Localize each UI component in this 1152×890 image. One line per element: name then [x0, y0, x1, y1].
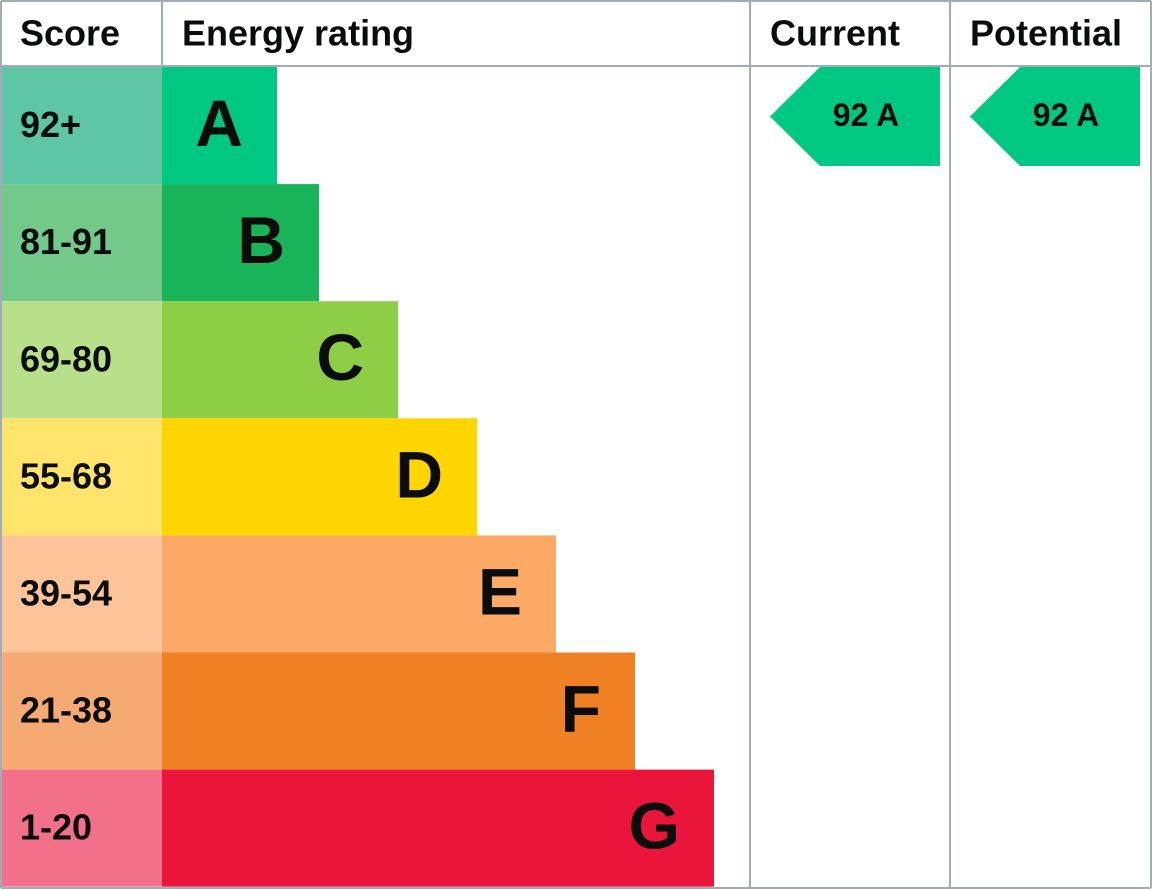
score-cell: [1, 67, 162, 185]
rating-letter: A: [195, 86, 243, 160]
score-range: 81-91: [20, 221, 112, 262]
rating-letter: F: [561, 671, 601, 745]
score-cell: [1, 301, 162, 419]
rating-bar: [162, 418, 477, 536]
score-range: 69-80: [20, 338, 112, 379]
current-label: 92 A: [833, 97, 899, 133]
potential-label: 92 A: [1033, 97, 1099, 133]
score-cell: [1, 535, 162, 653]
rating-letter: B: [237, 203, 285, 277]
score-cell: [1, 418, 162, 536]
header-potential: Potential: [970, 13, 1122, 54]
score-range: 21-38: [20, 690, 112, 731]
score-range: 92+: [20, 104, 81, 145]
rating-bar: [162, 184, 319, 302]
rating-letter: E: [478, 554, 522, 628]
rating-letter: C: [316, 320, 364, 394]
score-range: 1-20: [20, 807, 92, 848]
rating-letter: G: [629, 789, 680, 863]
score-cell: [1, 769, 162, 887]
header-score: Score: [20, 13, 120, 54]
rating-bar: [162, 67, 277, 185]
rating-letter: D: [395, 437, 443, 511]
header-current: Current: [770, 13, 900, 54]
potential-arrow: [970, 67, 1140, 166]
rating-bar: [162, 535, 556, 653]
current-arrow: [770, 67, 940, 166]
header-rating: Energy rating: [182, 13, 414, 54]
rating-bar: [162, 769, 714, 887]
rating-bar: [162, 652, 635, 770]
score-cell: [1, 652, 162, 770]
score-range: 55-68: [20, 455, 112, 496]
rating-bar: [162, 301, 398, 419]
score-cell: [1, 184, 162, 302]
score-range: 39-54: [20, 572, 112, 613]
